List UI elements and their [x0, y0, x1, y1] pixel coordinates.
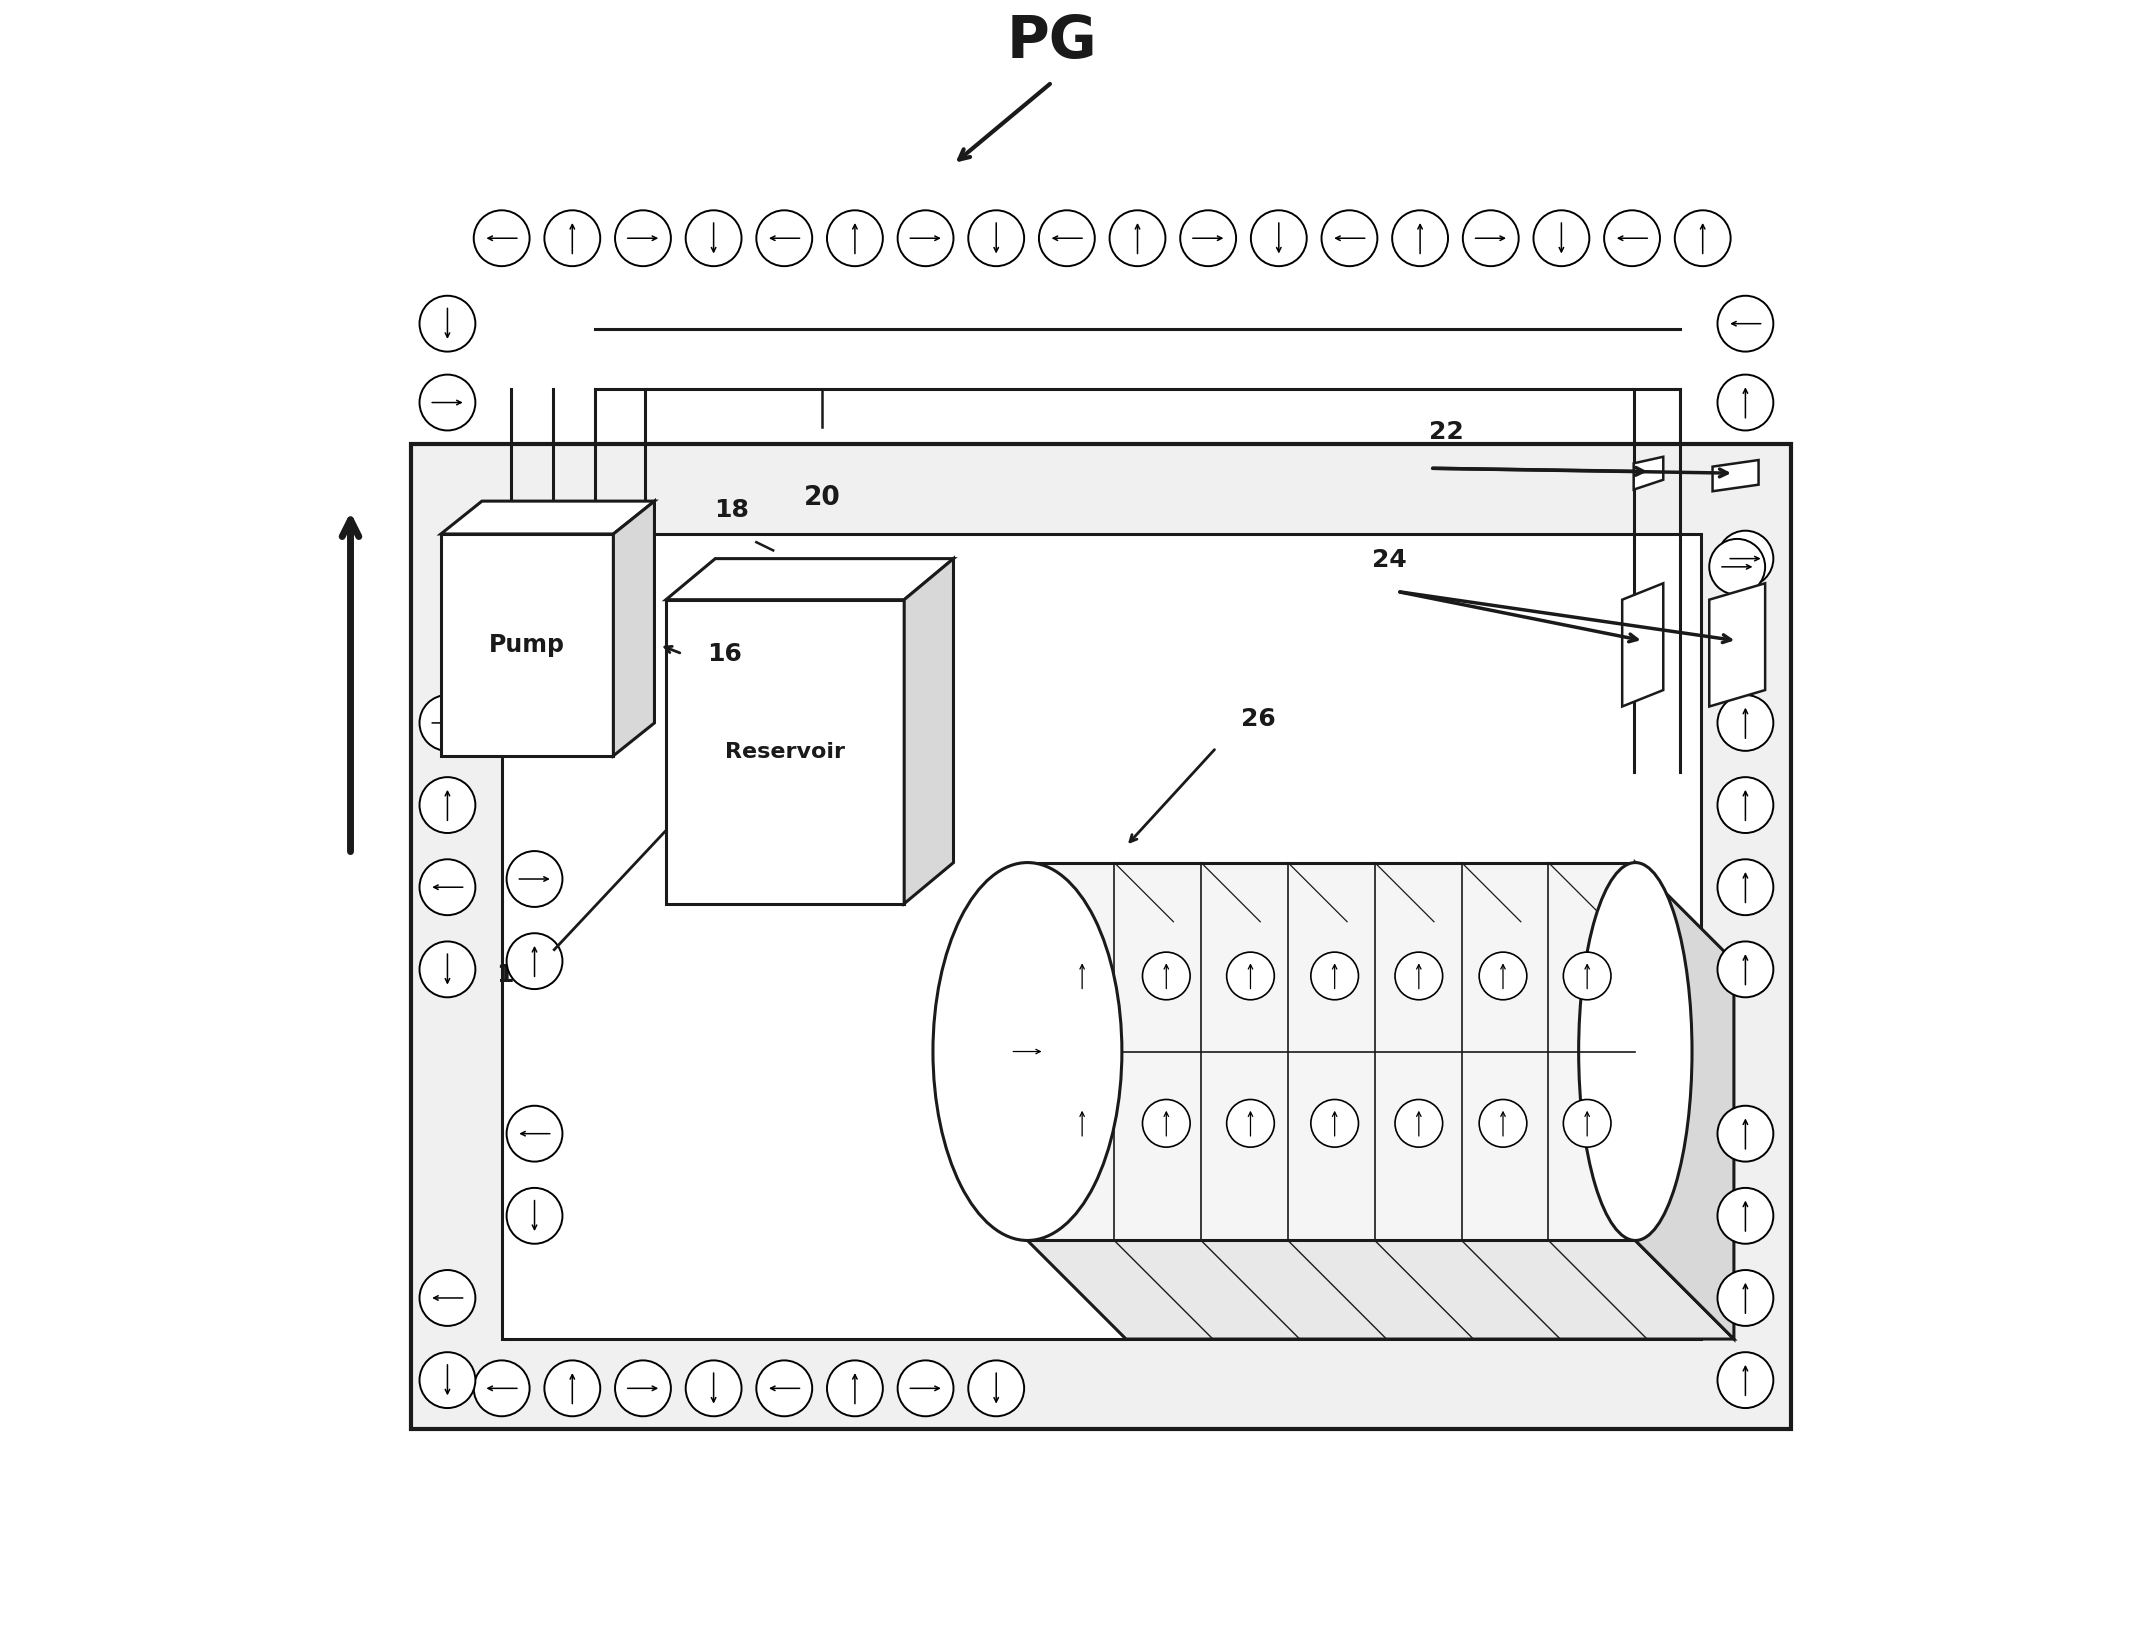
- Bar: [1028, 863, 1635, 1240]
- Circle shape: [1564, 1099, 1611, 1147]
- Circle shape: [419, 1352, 474, 1408]
- Text: 24: 24: [1372, 547, 1406, 572]
- Circle shape: [1718, 1106, 1774, 1162]
- Text: 26: 26: [1242, 706, 1276, 731]
- Polygon shape: [613, 501, 654, 756]
- Circle shape: [1227, 953, 1274, 999]
- Circle shape: [1395, 953, 1442, 999]
- Polygon shape: [667, 559, 953, 600]
- Circle shape: [1143, 1099, 1190, 1147]
- Text: PG: PG: [1007, 13, 1098, 69]
- Circle shape: [1718, 1352, 1774, 1408]
- Circle shape: [1718, 695, 1774, 751]
- Circle shape: [419, 296, 474, 352]
- Circle shape: [1534, 210, 1590, 266]
- Text: Pump: Pump: [489, 633, 564, 657]
- Circle shape: [1718, 375, 1774, 430]
- Circle shape: [1143, 953, 1190, 999]
- Circle shape: [1310, 953, 1359, 999]
- Circle shape: [615, 1360, 671, 1416]
- Ellipse shape: [1579, 863, 1693, 1240]
- Circle shape: [419, 695, 474, 751]
- Text: Reservoir: Reservoir: [724, 741, 844, 762]
- Circle shape: [545, 210, 600, 266]
- Circle shape: [474, 1360, 530, 1416]
- Bar: [502, 534, 1701, 1339]
- Circle shape: [827, 210, 883, 266]
- Circle shape: [1464, 210, 1519, 266]
- Circle shape: [545, 1360, 600, 1416]
- Circle shape: [419, 941, 474, 997]
- Bar: [667, 600, 904, 904]
- Polygon shape: [1635, 863, 1733, 1339]
- Ellipse shape: [934, 863, 1122, 1240]
- Circle shape: [419, 375, 474, 430]
- Circle shape: [1718, 859, 1774, 915]
- Circle shape: [1718, 296, 1774, 352]
- Circle shape: [1109, 210, 1165, 266]
- Circle shape: [756, 1360, 812, 1416]
- Circle shape: [1718, 531, 1774, 587]
- Polygon shape: [440, 501, 654, 534]
- Circle shape: [1479, 953, 1526, 999]
- Polygon shape: [1712, 460, 1759, 491]
- Circle shape: [506, 1106, 562, 1162]
- Circle shape: [1039, 210, 1094, 266]
- Polygon shape: [1710, 583, 1765, 706]
- Circle shape: [419, 1270, 474, 1326]
- Circle shape: [1180, 210, 1235, 266]
- Circle shape: [1058, 1099, 1107, 1147]
- Text: 10: 10: [496, 963, 530, 987]
- Circle shape: [827, 1360, 883, 1416]
- Circle shape: [1002, 1025, 1054, 1078]
- Circle shape: [1710, 539, 1765, 595]
- Circle shape: [1391, 210, 1449, 266]
- Circle shape: [1479, 1099, 1526, 1147]
- Circle shape: [506, 1188, 562, 1244]
- Polygon shape: [1028, 1240, 1733, 1339]
- Circle shape: [1718, 1270, 1774, 1326]
- Text: 22: 22: [1430, 419, 1464, 444]
- Circle shape: [1250, 210, 1306, 266]
- Circle shape: [1321, 210, 1378, 266]
- Bar: [410, 444, 1791, 1429]
- Polygon shape: [1622, 583, 1663, 706]
- Circle shape: [474, 210, 530, 266]
- Circle shape: [1227, 1099, 1274, 1147]
- Circle shape: [968, 210, 1024, 266]
- Text: 20: 20: [804, 485, 840, 511]
- Circle shape: [1718, 777, 1774, 833]
- Circle shape: [419, 777, 474, 833]
- Circle shape: [1564, 953, 1611, 999]
- Circle shape: [968, 1360, 1024, 1416]
- Polygon shape: [1633, 457, 1663, 490]
- Circle shape: [1675, 210, 1731, 266]
- Circle shape: [615, 210, 671, 266]
- Circle shape: [1718, 941, 1774, 997]
- Circle shape: [898, 210, 953, 266]
- Text: 16: 16: [707, 642, 742, 665]
- Text: 18: 18: [714, 498, 750, 522]
- Polygon shape: [904, 559, 953, 904]
- Circle shape: [686, 210, 742, 266]
- Circle shape: [756, 210, 812, 266]
- Circle shape: [419, 859, 474, 915]
- Bar: [440, 534, 613, 756]
- Circle shape: [898, 1360, 953, 1416]
- Circle shape: [1058, 953, 1107, 999]
- Circle shape: [1310, 1099, 1359, 1147]
- Circle shape: [1718, 1188, 1774, 1244]
- Circle shape: [506, 851, 562, 907]
- Circle shape: [1605, 210, 1660, 266]
- Circle shape: [1395, 1099, 1442, 1147]
- Circle shape: [506, 933, 562, 989]
- Circle shape: [686, 1360, 742, 1416]
